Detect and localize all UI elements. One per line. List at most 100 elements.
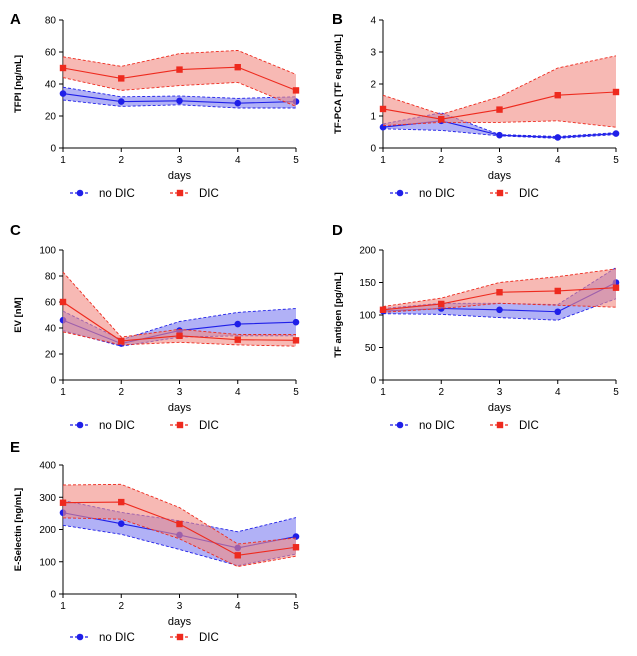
ci-band-dic [383,55,616,128]
y-tick-label: 0 [370,376,376,387]
ci-upper-line [382,268,617,307]
x-axis-label: days [168,170,192,182]
y-tick-label: 100 [359,311,376,322]
x-tick-label: 2 [118,387,124,398]
data-point-dic [59,64,67,72]
data-point-dic [176,66,183,73]
data-point-dic [234,552,241,559]
x-axis-label: days [488,402,512,414]
ci-upper-line [62,271,296,338]
x-tick-label: 3 [177,155,183,166]
legend-marker-dic [176,633,184,641]
data-point-dic [176,520,183,528]
data-point-dic [612,284,620,291]
y-axis-label: EV [nM] [13,297,24,332]
ci-upper-line [382,55,617,115]
legend-label: DIC [519,188,539,200]
panel-a: A 0 20 40 60 80 1 2 3 4 5 TFPI [ng/mL] days no DIC DIC [10,11,300,200]
data-point-dic [59,499,67,506]
data-point-no-dic [117,520,125,527]
y-tick-label: 100 [39,246,56,257]
y-tick-label: 400 [39,461,56,472]
data-point-dic [59,298,67,306]
legend-label: no DIC [99,188,135,200]
panel-c: C 0 20 40 60 80 100 1 2 3 4 5 EV [nM] days no DIC DIC [10,222,300,432]
legend-marker-no-dic [396,421,404,429]
legend-label: no DIC [99,632,135,644]
legend-marker-dic [496,189,504,197]
x-tick-label: 4 [555,155,561,166]
y-tick-label: 100 [39,557,56,568]
ci-lower-line [382,302,617,313]
y-tick-label: 300 [39,493,56,504]
data-point-dic [379,105,387,113]
x-tick-label: 4 [235,387,241,398]
y-tick-label: 60 [45,48,57,59]
data-point-no-dic [496,306,503,314]
data-point-dic [379,306,387,313]
x-tick-label: 2 [438,155,444,166]
x-tick-label: 5 [613,155,619,166]
data-point-dic [234,336,241,343]
y-tick-label: 0 [50,376,56,387]
data-point-no-dic [234,320,242,328]
x-tick-label: 3 [177,601,183,612]
legend-label: no DIC [419,188,455,200]
legend-label: no DIC [99,420,135,432]
y-tick-label: 200 [39,525,56,536]
y-tick-label: 3 [370,48,376,59]
y-tick-label: 200 [359,246,376,257]
ci-lower-line [62,331,297,347]
data-point-dic [554,92,561,99]
ci-upper-line [62,86,297,99]
data-point-dic [176,332,183,339]
legend-marker-no-dic [76,189,84,197]
data-point-dic [292,544,300,551]
y-tick-label: 4 [370,16,376,27]
y-axis-label: TF-PCA [TF eq pg/mL] [333,34,344,134]
x-tick-label: 3 [177,387,183,398]
data-point-no-dic [176,97,183,105]
data-point-no-dic [59,90,67,97]
data-point-dic [118,337,125,345]
panel-letter: D [332,222,343,239]
x-tick-label: 1 [380,387,386,398]
y-axis-label: TF antigen [pg/mL] [333,272,344,358]
y-axis-label: E-Selectin [ng/mL] [13,488,24,571]
data-point-no-dic [234,99,242,107]
data-point-dic [234,64,241,71]
legend-marker-no-dic [396,189,404,197]
y-axis-label: TFPI [ng/mL] [13,55,24,113]
data-point-dic [612,88,620,96]
y-tick-label: 0 [50,590,56,601]
data-point-no-dic [117,98,125,105]
data-point-no-dic [612,130,620,137]
x-tick-label: 4 [235,601,241,612]
legend-label: DIC [199,632,219,644]
legend-label: DIC [199,420,219,432]
panel-letter: E [10,439,20,456]
data-point-dic [438,116,445,123]
y-tick-label: 50 [365,343,377,354]
y-tick-label: 0 [370,144,376,155]
data-point-no-dic [292,318,300,326]
ci-lower-line [62,77,297,107]
x-tick-label: 5 [613,387,619,398]
legend-marker-dic [176,189,184,197]
x-tick-label: 1 [380,155,386,166]
legend-label: DIC [519,420,539,432]
y-tick-label: 150 [359,278,376,289]
data-point-no-dic [554,308,562,316]
panel-letter: A [10,11,21,28]
x-tick-label: 2 [118,601,124,612]
x-tick-label: 5 [293,387,299,398]
ci-upper-line [62,308,297,341]
ci-lower-line [382,120,617,128]
data-point-dic [292,87,300,94]
x-tick-label: 2 [118,155,124,166]
y-tick-label: 80 [45,272,57,283]
panel-e: E 0 100 200 300 400 1 2 3 4 5 E-Selectin [ng/mL] day… [10,439,300,644]
y-tick-label: 1 [370,112,376,123]
ci-lower-line [382,298,617,321]
